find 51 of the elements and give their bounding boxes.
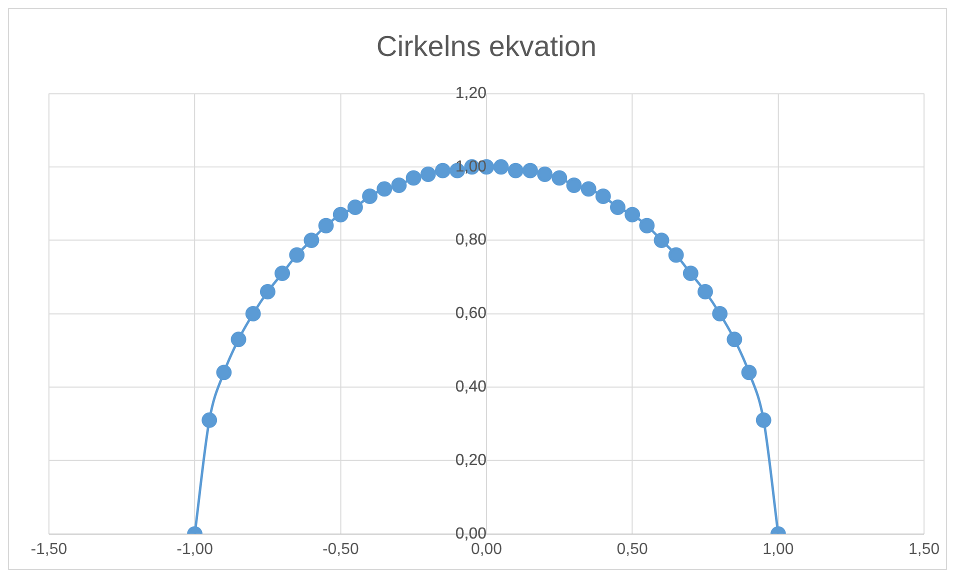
point <box>610 200 626 215</box>
y-tick-label: 0,00 <box>455 525 487 542</box>
x-tick-label: -1,00 <box>176 540 214 558</box>
point <box>434 162 450 178</box>
point <box>698 284 713 300</box>
y-tick-label: 0,60 <box>455 305 487 322</box>
y-tick-label: 1,20 <box>455 84 487 102</box>
point <box>391 178 407 193</box>
point <box>522 162 538 178</box>
x-tick-label: 0,00 <box>470 540 502 558</box>
point <box>304 232 320 248</box>
y-tick-label: 0,80 <box>455 232 487 249</box>
point <box>245 306 261 322</box>
chart-title: Cirkelns ekvation <box>376 31 597 64</box>
point <box>406 170 422 186</box>
point <box>712 306 728 322</box>
point <box>420 166 436 182</box>
point <box>726 332 742 348</box>
x-tick-label: -0,50 <box>322 540 359 558</box>
x-tick-label: -1,50 <box>30 540 68 558</box>
point <box>376 181 392 197</box>
point <box>332 206 348 222</box>
point <box>202 412 218 428</box>
x-tick-label: 1,00 <box>762 540 794 558</box>
point <box>508 162 524 178</box>
point <box>260 284 276 300</box>
point <box>580 181 596 197</box>
x-tick-label: 0,50 <box>616 540 648 558</box>
y-tick-label: 0,20 <box>455 452 487 469</box>
x-tick-label: 1,50 <box>908 540 940 558</box>
point <box>756 412 772 428</box>
point <box>741 364 757 380</box>
point <box>552 170 568 186</box>
point <box>682 266 698 282</box>
y-tick-label: 1,00 <box>455 158 487 176</box>
point <box>624 206 640 222</box>
point <box>493 159 509 175</box>
point <box>362 188 378 204</box>
point <box>274 266 290 282</box>
point <box>230 332 246 348</box>
point <box>639 218 655 234</box>
point <box>318 218 334 234</box>
point <box>347 200 363 215</box>
point <box>595 188 611 204</box>
point <box>537 166 553 182</box>
point <box>668 247 684 263</box>
point <box>654 232 670 248</box>
point <box>289 247 305 263</box>
point <box>566 178 582 193</box>
point <box>216 364 232 380</box>
y-tick-label: 0,40 <box>455 378 487 396</box>
